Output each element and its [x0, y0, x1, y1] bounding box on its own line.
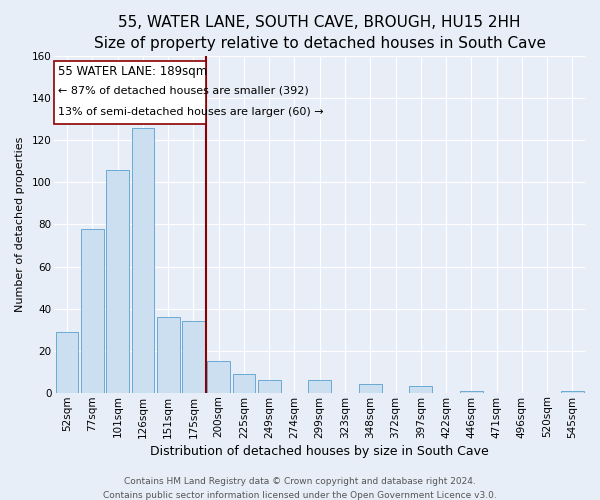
Bar	[359, 384, 382, 392]
Bar	[258, 380, 281, 392]
Bar	[81, 228, 104, 392]
Bar	[208, 361, 230, 392]
Bar	[56, 332, 79, 392]
Bar	[157, 317, 179, 392]
Text: ← 87% of detached houses are smaller (392): ← 87% of detached houses are smaller (39…	[58, 86, 309, 96]
Y-axis label: Number of detached properties: Number of detached properties	[15, 137, 25, 312]
Bar	[131, 128, 154, 392]
Text: 55 WATER LANE: 189sqm: 55 WATER LANE: 189sqm	[58, 64, 208, 78]
Bar	[182, 321, 205, 392]
Bar	[308, 380, 331, 392]
Text: 13% of semi-detached houses are larger (60) →: 13% of semi-detached houses are larger (…	[58, 107, 324, 117]
Bar	[561, 390, 584, 392]
X-axis label: Distribution of detached houses by size in South Cave: Distribution of detached houses by size …	[151, 444, 489, 458]
Bar	[409, 386, 432, 392]
Title: 55, WATER LANE, SOUTH CAVE, BROUGH, HU15 2HH
Size of property relative to detach: 55, WATER LANE, SOUTH CAVE, BROUGH, HU15…	[94, 15, 546, 51]
Bar	[460, 390, 482, 392]
Bar	[106, 170, 129, 392]
Bar	[55, 60, 206, 124]
Bar	[233, 374, 256, 392]
Text: Contains HM Land Registry data © Crown copyright and database right 2024.
Contai: Contains HM Land Registry data © Crown c…	[103, 478, 497, 500]
